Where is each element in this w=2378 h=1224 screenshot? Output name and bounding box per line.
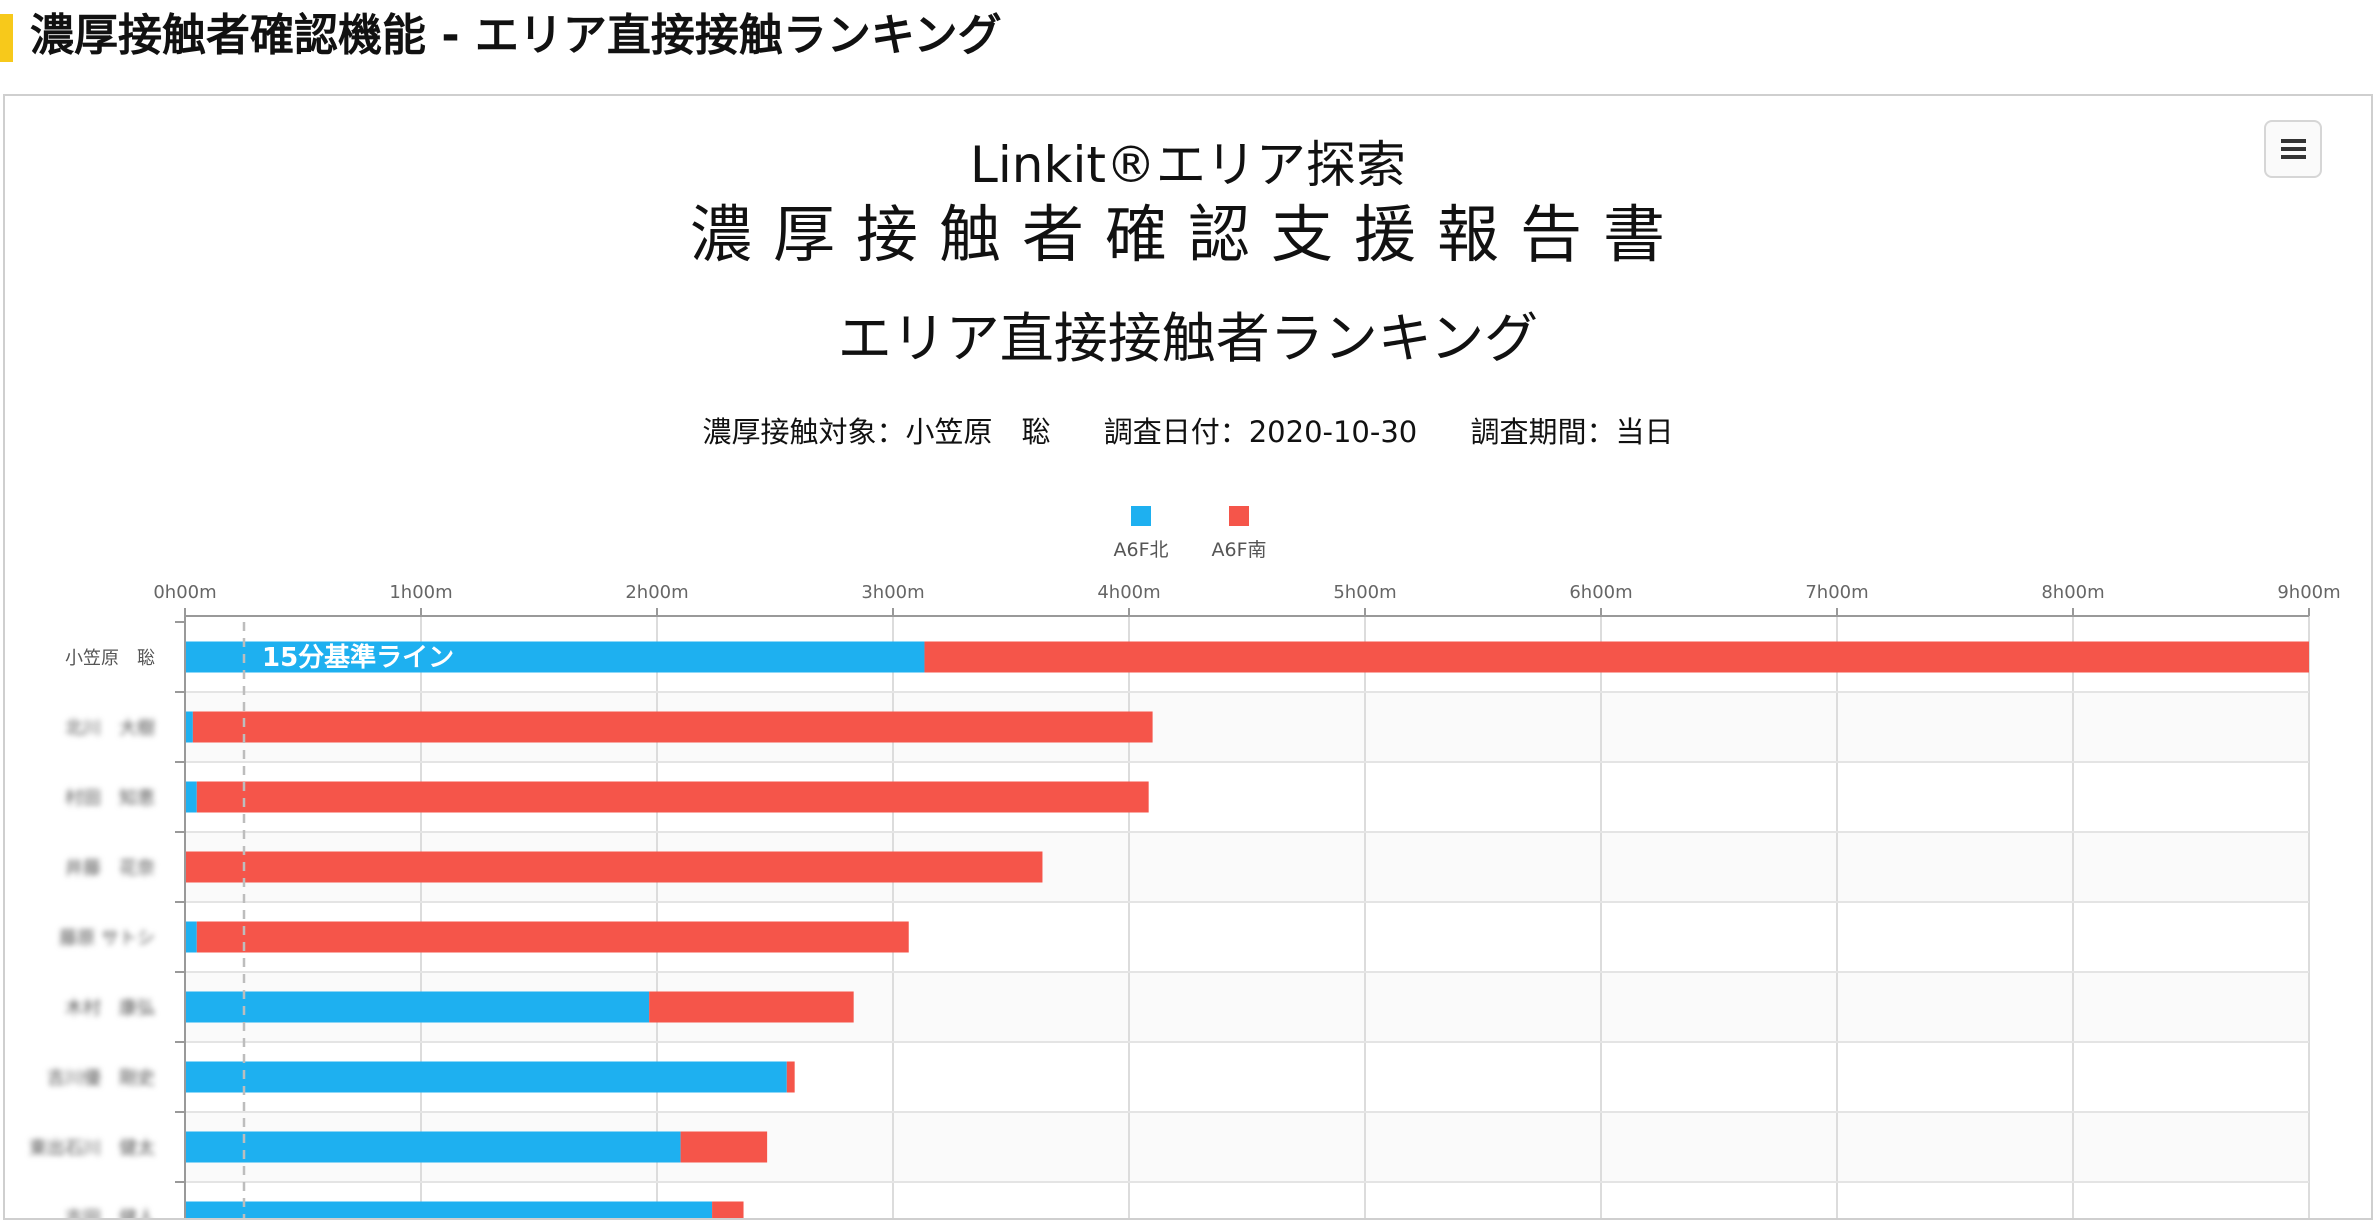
bar-south xyxy=(712,1201,744,1218)
x-tick-label: 3h00m xyxy=(861,582,924,603)
bar-north xyxy=(185,1131,681,1163)
subtitle-target: 濃厚接触対象：小笠原 聡 xyxy=(702,415,1051,449)
bar-north xyxy=(185,711,193,743)
category-label: 村田 知恵 xyxy=(65,788,155,809)
x-tick-label: 5h00m xyxy=(1333,582,1396,603)
bar-south xyxy=(786,1061,795,1093)
category-label: 北川 大樹 xyxy=(65,718,155,739)
chart-title: エリア直接接触者ランキング xyxy=(837,307,1539,370)
legend-label: A6F北 xyxy=(1113,539,1168,561)
x-tick-label: 0h00m xyxy=(153,582,216,603)
category-label: 井藤 花奈 xyxy=(65,858,155,879)
category-label: 東出石川 健太 xyxy=(29,1138,155,1159)
subtitle-date: 調査日付：2020-10-30 xyxy=(1103,415,1418,449)
bar-south xyxy=(196,921,909,953)
category-label: 吉田 健人 xyxy=(65,1208,155,1218)
chart-panel: Linkit®エリア探索 濃厚接触者確認支援報告書 エリア直接接触者ランキング … xyxy=(3,94,2373,1220)
category-label: 小笠原 聡 xyxy=(65,648,155,669)
reference-line-label: 15分基準ライン xyxy=(262,642,454,673)
report-title: 濃厚接触者確認支援報告書 xyxy=(689,198,1686,271)
bar-north xyxy=(185,1061,787,1093)
category-label: 木村 康弘 xyxy=(65,998,155,1019)
x-tick-label: 8h00m xyxy=(2041,582,2104,603)
bar-north xyxy=(185,1201,713,1218)
page-heading-bar: 濃厚接触者確認機能 - エリア直接接触ランキング xyxy=(0,0,2378,86)
x-tick-label: 6h00m xyxy=(1569,582,1632,603)
bar-south xyxy=(649,991,854,1023)
chart-subtitle: 濃厚接触対象：小笠原 聡 調査日付：2020-10-30 調査期間：当日 xyxy=(5,412,2371,452)
bar-north xyxy=(185,991,650,1023)
report-brand-line: Linkit®エリア探索 xyxy=(970,136,1406,194)
chart-axes: 0h00m 1h00m 2h00m 3h00m 4h00m 5h00m 6h00m 7h00m… xyxy=(29,582,2341,1218)
subtitle-period: 調査期間：当日 xyxy=(1470,415,1674,449)
bar-south xyxy=(185,851,1043,883)
x-tick-label: 2h00m xyxy=(625,582,688,603)
x-tick-label: 4h00m xyxy=(1097,582,1160,603)
bar-south xyxy=(192,711,1153,743)
page-heading: 濃厚接触者確認機能 - エリア直接接触ランキング xyxy=(30,10,1002,61)
x-tick-label: 7h00m xyxy=(1805,582,1868,603)
legend-item[interactable]: A6F南 xyxy=(1211,506,1267,561)
x-tick-label: 1h00m xyxy=(389,582,452,603)
bar-north xyxy=(185,781,197,813)
chart-legend: A6F北 A6F南 xyxy=(1113,506,1267,561)
legend-item[interactable]: A6F北 xyxy=(1113,506,1169,561)
x-tick-label: 9h00m xyxy=(2277,582,2340,603)
bar-south xyxy=(680,1131,768,1163)
heading-accent-bar xyxy=(0,14,13,62)
chart-grid xyxy=(175,616,2310,1218)
reference-line-group: 15分基準ライン xyxy=(242,622,454,1218)
bar-south xyxy=(196,781,1149,813)
legend-swatch xyxy=(1131,506,1151,526)
category-label: 吉川優 剛史 xyxy=(47,1068,155,1089)
bar-south xyxy=(924,641,2309,673)
chart-menu-button[interactable] xyxy=(2264,120,2322,178)
legend-label: A6F南 xyxy=(1211,539,1266,561)
bar-chart: A6F北 A6F南 15分基準ライン 0h00m 1h00m 2h00m 3h00m 4h… xyxy=(29,506,2341,1218)
bar-north xyxy=(185,641,925,673)
legend-swatch xyxy=(1229,506,1249,526)
category-label: 藤原 サトシ xyxy=(59,928,155,949)
chart-bars xyxy=(185,641,2309,1218)
bar-north xyxy=(185,921,197,953)
